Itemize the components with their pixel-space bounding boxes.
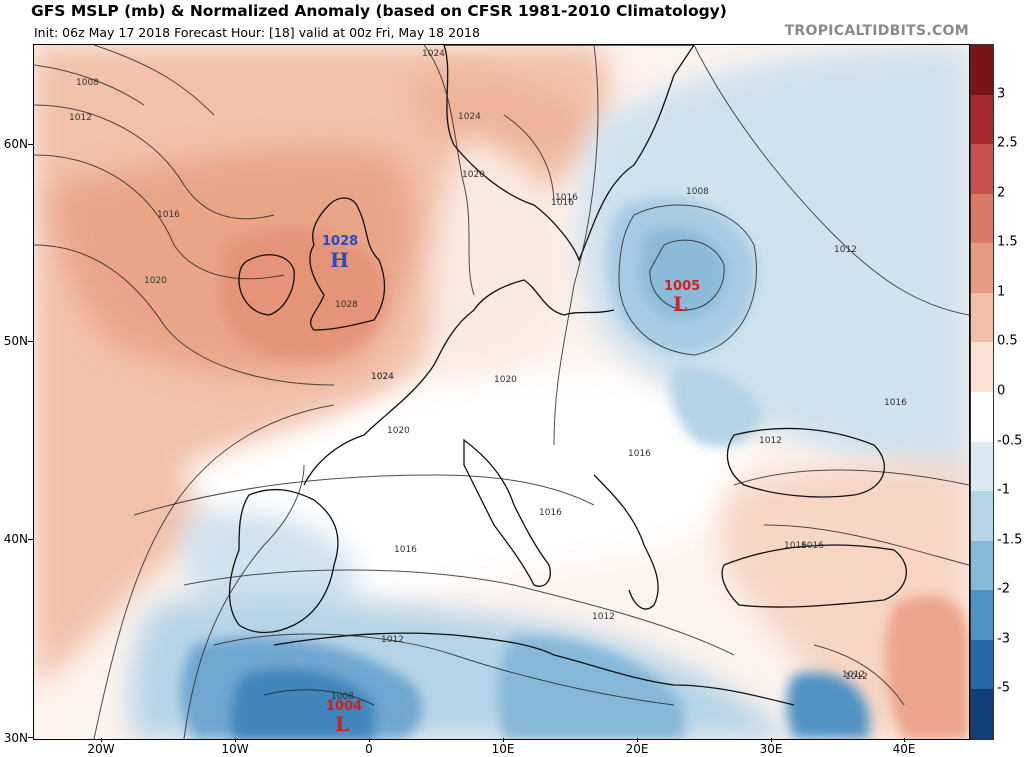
- isobar-label: 1016: [555, 193, 578, 203]
- chart-title: GFS MSLP (mb) & Normalized Anomaly (base…: [31, 2, 727, 20]
- isobar-label: 1020: [462, 170, 485, 180]
- isobar-label: 1016: [551, 198, 574, 208]
- lat-tick: [28, 737, 33, 738]
- colorbar-label: -1.5: [997, 532, 1023, 548]
- high-symbol: H: [330, 248, 349, 272]
- anomaly-colorbar: [970, 44, 994, 740]
- pressure-centers: 1028 H 1005 L 1004 L: [322, 234, 700, 736]
- isobar-label: 1012: [834, 245, 857, 255]
- isobar-label: 1016: [394, 545, 417, 555]
- isobars: [34, 45, 969, 739]
- lon-label-10e: 10E: [491, 742, 515, 756]
- lat-tick: [28, 341, 33, 342]
- brand-watermark: TROPICALTIDBITS.COM: [784, 23, 969, 39]
- colorbar-segment: [971, 639, 993, 690]
- colorbar-label: 1: [997, 284, 1006, 300]
- colorbar-segment: [971, 540, 993, 591]
- lon-label-20e: 20E: [625, 742, 649, 756]
- colorbar-label: 3: [997, 86, 1006, 102]
- colorbar-label: 0.5: [997, 333, 1018, 349]
- low-symbol: L: [335, 712, 349, 736]
- lon-tick: [503, 738, 504, 742]
- coastlines: [228, 45, 907, 706]
- colorbar-label: -2: [997, 581, 1010, 597]
- lon-label-0: 0: [365, 742, 373, 756]
- isobar-label: 1024: [371, 372, 394, 382]
- lon-label-20w: 20W: [87, 742, 115, 756]
- low-symbol: L: [673, 292, 687, 316]
- anomaly-map: 1008 1012 1016 1020 1024 1024 1020 1016 …: [33, 44, 970, 740]
- isobar-label: 1024: [458, 112, 481, 122]
- isobar-label: 1016: [157, 210, 180, 220]
- isobar-label: 1012: [69, 113, 92, 123]
- isobar-label: 1012: [592, 612, 615, 622]
- isobar-label: 1024: [371, 372, 394, 382]
- isobar-label: 1012: [845, 672, 868, 682]
- low-pressure-center-south: 1004 L: [326, 699, 362, 736]
- colorbar-label: -3: [997, 631, 1010, 647]
- colorbar-segment: [971, 45, 993, 95]
- isobar-label: 1016: [884, 398, 907, 408]
- colorbar-segment: [971, 491, 993, 541]
- isobar-label: 1008: [76, 78, 99, 88]
- lon-label-40e: 40E: [892, 742, 916, 756]
- chart-subtitle: Init: 06z May 17 2018 Forecast Hour: [18…: [34, 25, 480, 40]
- high-pressure-center: 1028 H: [322, 234, 358, 272]
- anomaly-shading: [34, 45, 969, 739]
- isobar-label: 1012: [842, 670, 865, 680]
- colorbar-segment: [971, 292, 993, 343]
- isobar-label: 1012: [381, 635, 404, 645]
- isobar-label: 1020: [144, 276, 167, 286]
- colorbar-label: 2: [997, 185, 1006, 201]
- low-value: 1005: [664, 279, 700, 294]
- map-svg: 1008 1012 1016 1020 1024 1024 1020 1016 …: [34, 45, 969, 739]
- lat-label-40n: 40N: [3, 532, 28, 546]
- isobar-label: 1016: [628, 449, 651, 459]
- lat-tick: [28, 144, 33, 145]
- low-value: 1004: [326, 699, 362, 714]
- isobar-label: 1016: [784, 541, 807, 551]
- isobar-label: 1024: [422, 49, 445, 59]
- isobar-label: 1020: [494, 375, 517, 385]
- isobar-labels: 1008 1012 1016 1020 1024 1024 1020 1016 …: [69, 49, 907, 702]
- lat-label-50n: 50N: [3, 334, 28, 348]
- colorbar-segment: [971, 391, 993, 442]
- lon-tick: [101, 738, 102, 742]
- isobar-label: 1016: [801, 541, 824, 551]
- isobar-label: 1020: [387, 426, 410, 436]
- colorbar-label: 0: [997, 383, 1006, 399]
- isobar-label: 1008: [686, 187, 709, 197]
- lon-tick: [637, 738, 638, 742]
- isobar-label: 1012: [759, 436, 782, 446]
- lon-tick: [904, 738, 905, 742]
- colorbar-segment: [971, 144, 993, 194]
- colorbar-segment: [971, 689, 993, 739]
- lat-label-30n: 30N: [3, 731, 28, 745]
- colorbar-segment: [971, 342, 993, 392]
- low-pressure-center-east: 1005 L: [664, 279, 700, 316]
- colorbar-segment: [971, 590, 993, 640]
- isobar-label: 1016: [539, 508, 562, 518]
- colorbar-segment: [971, 243, 993, 293]
- colorbar-segment: [971, 193, 993, 244]
- lon-tick: [235, 738, 236, 742]
- isobar-label: 1028: [335, 300, 358, 310]
- high-value: 1028: [322, 234, 358, 249]
- colorbar-label: -5: [997, 680, 1010, 696]
- lon-tick: [771, 738, 772, 742]
- colorbar-label: 2.5: [997, 135, 1018, 151]
- colorbar-label: -0.5: [997, 433, 1023, 449]
- lat-label-60n: 60N: [3, 137, 28, 151]
- lat-tick: [28, 539, 33, 540]
- lon-tick: [369, 738, 370, 742]
- colorbar-segment: [971, 441, 993, 492]
- colorbar-label: -1: [997, 482, 1010, 498]
- isobar-label: 1008: [331, 692, 354, 702]
- colorbar-label: 1.5: [997, 234, 1018, 250]
- lon-label-30e: 30E: [759, 742, 783, 756]
- lon-label-10w: 10W: [221, 742, 249, 756]
- colorbar-segment: [971, 94, 993, 145]
